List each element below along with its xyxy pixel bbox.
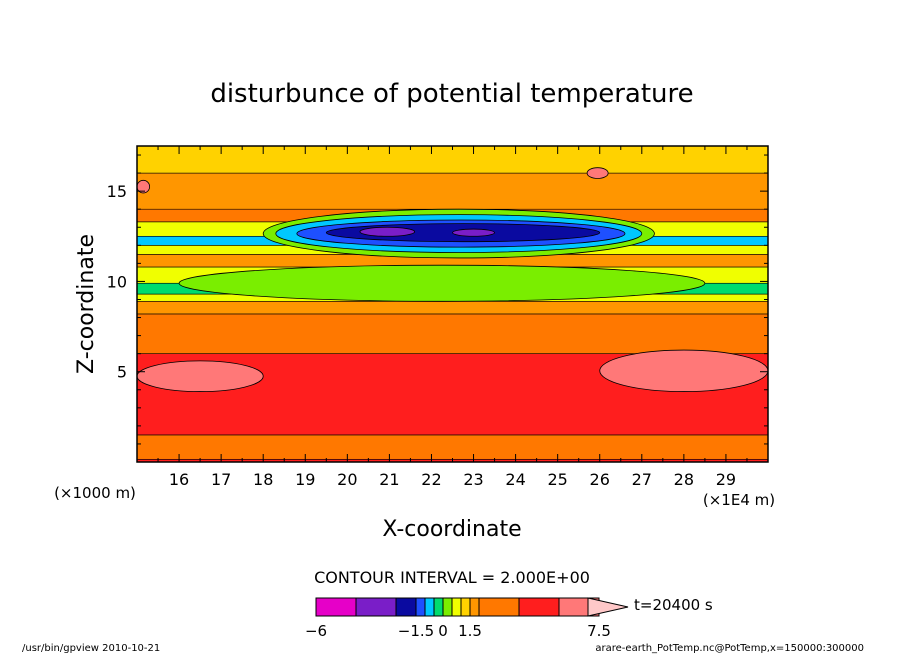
x-tick-label: 19 <box>295 470 315 489</box>
x-tick-label: 17 <box>211 470 231 489</box>
y-tick-label: 15 <box>107 182 127 201</box>
max-right <box>599 349 768 392</box>
colorbar-segment <box>469 597 480 617</box>
x-axis-label: X-coordinate <box>382 517 521 542</box>
footer-left: /usr/bin/gpview 2010-10-21 <box>22 643 160 654</box>
mid-band-green <box>178 264 706 302</box>
x-axis: 16 17 18 19 20 21 22 23 24 25 26 27 28 29 <box>136 146 769 489</box>
colorbar-segment <box>478 597 520 617</box>
contour-interval-label: CONTOUR INTERVAL = 2.000E+00 <box>314 568 590 587</box>
x-tick-label: 16 <box>169 470 189 489</box>
y-tick-label: 5 <box>117 363 127 382</box>
x-unit-label: (×1000 m) <box>54 484 136 502</box>
contour-band <box>137 146 768 174</box>
x-tick-label: 20 <box>337 470 357 489</box>
x-tick-label: 18 <box>253 470 273 489</box>
max-left-top <box>137 179 151 194</box>
plot-area <box>137 146 768 462</box>
x-tick-label: 24 <box>505 470 525 489</box>
chart-title: disturbunce of potential temperature <box>210 79 693 109</box>
y-axis-label: Z-coordinate <box>74 234 99 374</box>
colorbar-segment <box>355 597 397 617</box>
colorbar-segment <box>424 597 435 617</box>
colorbar-label: 1.5 <box>458 622 482 640</box>
x-tick-label: 25 <box>547 470 567 489</box>
colorbar-segment <box>415 597 426 617</box>
contour-band <box>137 434 768 460</box>
colorbar-segment <box>518 597 560 617</box>
colorbar-segment <box>442 597 453 617</box>
time-label: t=20400 s <box>634 596 713 614</box>
upper-lobe-violet-2 <box>452 228 495 237</box>
colorbar-label: −6 <box>305 622 327 640</box>
x-tick-label: 23 <box>463 470 483 489</box>
colorbar-arrow <box>587 597 629 617</box>
colorbar-segment <box>395 597 417 617</box>
contour-band <box>137 172 768 210</box>
max-top <box>586 167 609 179</box>
colorbar-labels: −6 −1.5 0 1.5 7.5 <box>305 622 611 640</box>
x-tick-label: 21 <box>379 470 399 489</box>
colorbar-segment <box>451 597 462 617</box>
contour-band <box>137 313 768 354</box>
x-tick-label: 29 <box>716 470 736 489</box>
colorbar-label: 7.5 <box>587 622 611 640</box>
colorbar-segment <box>433 597 444 617</box>
contour-band <box>137 300 768 315</box>
x-tick-label: 22 <box>421 470 441 489</box>
x-scale-note: (×1E4 m) <box>703 491 775 509</box>
colorbar-label: 0 <box>438 622 448 640</box>
colorbar-label: −1.5 <box>398 622 434 640</box>
x-tick-label: 26 <box>590 470 610 489</box>
colorbar <box>315 597 600 617</box>
contour-bands <box>137 146 768 462</box>
x-tick-label: 27 <box>632 470 652 489</box>
contour-features <box>137 167 768 392</box>
colorbar-segment <box>460 597 471 617</box>
footer-right: arare-earth_PotTemp.nc@PotTemp,x=150000:… <box>595 643 864 654</box>
y-tick-label: 10 <box>107 272 127 291</box>
max-left <box>137 360 264 392</box>
upper-lobe-violet-1 <box>359 226 416 237</box>
y-axis: 5 10 15 <box>107 154 768 463</box>
x-tick-label: 28 <box>674 470 694 489</box>
colorbar-segment <box>315 597 357 617</box>
